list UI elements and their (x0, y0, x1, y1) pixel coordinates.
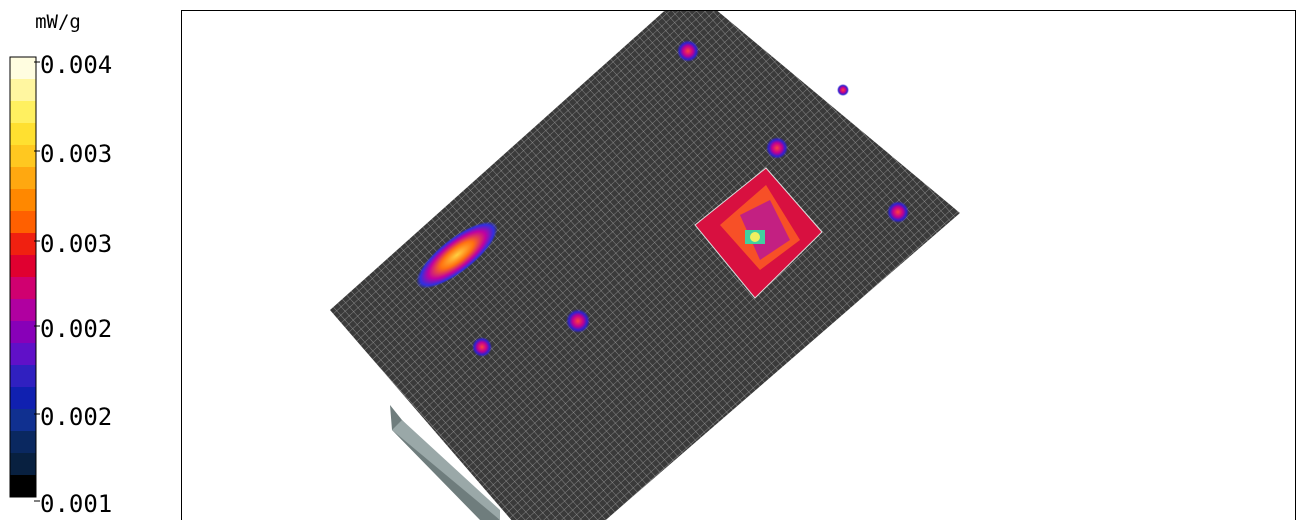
hotspot (416, 221, 498, 289)
color-bar-segment (10, 167, 36, 190)
color-bar-segment (10, 321, 36, 344)
color-bar-label: 0.004 (40, 51, 112, 79)
color-bar-label: 0.003 (40, 230, 112, 258)
zoom-peak (750, 232, 760, 242)
color-bar-segment (10, 431, 36, 454)
hotspot (472, 337, 492, 357)
phantom-edge (392, 420, 500, 520)
color-bar-segment (10, 123, 36, 146)
color-bar: 0.004 0.003 0.003 0.002 0.002 0.001 (9, 51, 112, 518)
hotspot (837, 84, 849, 96)
color-bar-label: 0.002 (40, 403, 112, 431)
color-bar-segment (10, 79, 36, 102)
color-bar-segment (10, 145, 36, 168)
color-bar-segment (10, 387, 36, 410)
color-bar-segment (10, 475, 36, 498)
hotspot (677, 40, 699, 62)
color-bar-segment (10, 299, 36, 322)
color-bar-segment (10, 255, 36, 278)
color-bar-segment (10, 365, 36, 388)
color-bar-segment (10, 453, 36, 476)
color-bar-label: 0.003 (40, 140, 112, 168)
color-bar-segment (10, 409, 36, 432)
unit-label: mW/g (35, 11, 81, 33)
color-bar-segment (10, 57, 36, 80)
color-bar-segment (10, 189, 36, 212)
color-bar-segment (10, 277, 36, 300)
scan-view (330, 11, 960, 520)
hotspot (887, 201, 909, 223)
color-bar-segment (10, 211, 36, 234)
color-bar-label: 0.002 (40, 315, 112, 343)
color-bar-segment (10, 233, 36, 256)
color-bar-segment (10, 343, 36, 366)
color-bar-label: 0.001 (40, 490, 112, 518)
hotspot (566, 309, 590, 333)
color-bar-segment (10, 101, 36, 124)
hotspot (766, 137, 788, 159)
scan-grid (330, 11, 960, 520)
color-bar-border (9, 56, 37, 498)
